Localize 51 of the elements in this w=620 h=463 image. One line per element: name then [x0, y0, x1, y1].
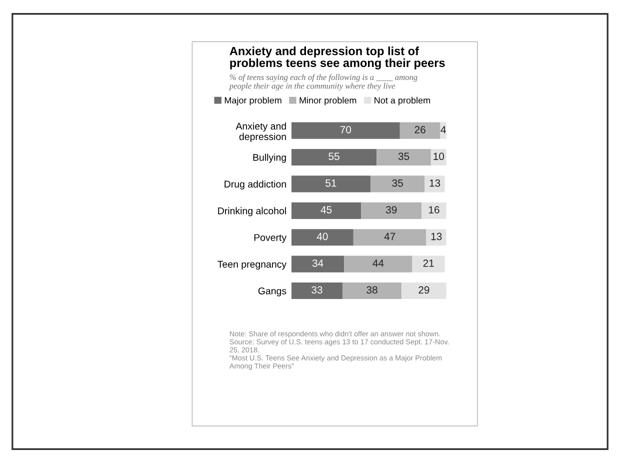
data-label: 34	[312, 259, 324, 267]
y-tick-label: Anxiety and depression	[236, 122, 286, 142]
data-label: 51	[326, 179, 336, 187]
y-tick-label: Bullying	[253, 154, 286, 163]
bar	[291, 122, 400, 139]
bar	[401, 282, 446, 300]
data-label: 40	[316, 232, 328, 240]
bar	[422, 202, 446, 219]
bar	[291, 229, 354, 246]
y-tick-label: Gangs	[258, 288, 286, 296]
bar	[353, 229, 426, 246]
bar	[291, 256, 344, 272]
data-label: 45	[320, 206, 332, 214]
bar	[291, 202, 362, 219]
data-label: 33	[312, 286, 322, 294]
bar	[412, 256, 445, 272]
bar	[361, 202, 422, 219]
data-label: 16	[429, 206, 440, 214]
bar	[424, 176, 445, 192]
bar	[291, 148, 377, 166]
data-label: 10	[434, 152, 444, 160]
data-label: 39	[386, 206, 397, 214]
legend-label: Major problem	[224, 96, 282, 106]
data-label: 47	[384, 232, 396, 240]
data-label: 35	[398, 152, 410, 160]
data-label: 29	[418, 286, 430, 294]
data-label: 38	[366, 286, 378, 294]
legend-label: Not a problem	[374, 96, 430, 106]
bar	[400, 122, 440, 139]
y-tick-label: Drug addiction	[224, 180, 286, 190]
legend-label: Minor problem	[300, 96, 356, 106]
data-label: 4	[440, 126, 446, 134]
data-label: 26	[414, 126, 426, 134]
data-label: 55	[328, 152, 340, 160]
data-label: 21	[423, 259, 434, 267]
data-label: 13	[430, 179, 440, 187]
bar	[291, 282, 343, 300]
y-tick-label: Teen pregnancy	[218, 260, 287, 270]
data-label: 70	[340, 126, 352, 134]
data-label: 13	[431, 232, 442, 240]
bar	[376, 148, 431, 166]
bar	[342, 282, 402, 300]
bar	[344, 256, 412, 272]
chart-title: Anxiety and depression top list of problems teens see among their peers	[230, 46, 445, 70]
data-label: 35	[392, 179, 403, 187]
chart-subtitle: % of teens saying each of the following is a ____ among people their age in the community where they live	[228, 74, 418, 90]
y-tick-label: Poverty	[254, 234, 287, 243]
bar	[291, 176, 370, 192]
bar	[370, 176, 425, 192]
y-tick-label: Drinking alcohol	[218, 207, 286, 216]
data-label: 44	[372, 260, 384, 267]
